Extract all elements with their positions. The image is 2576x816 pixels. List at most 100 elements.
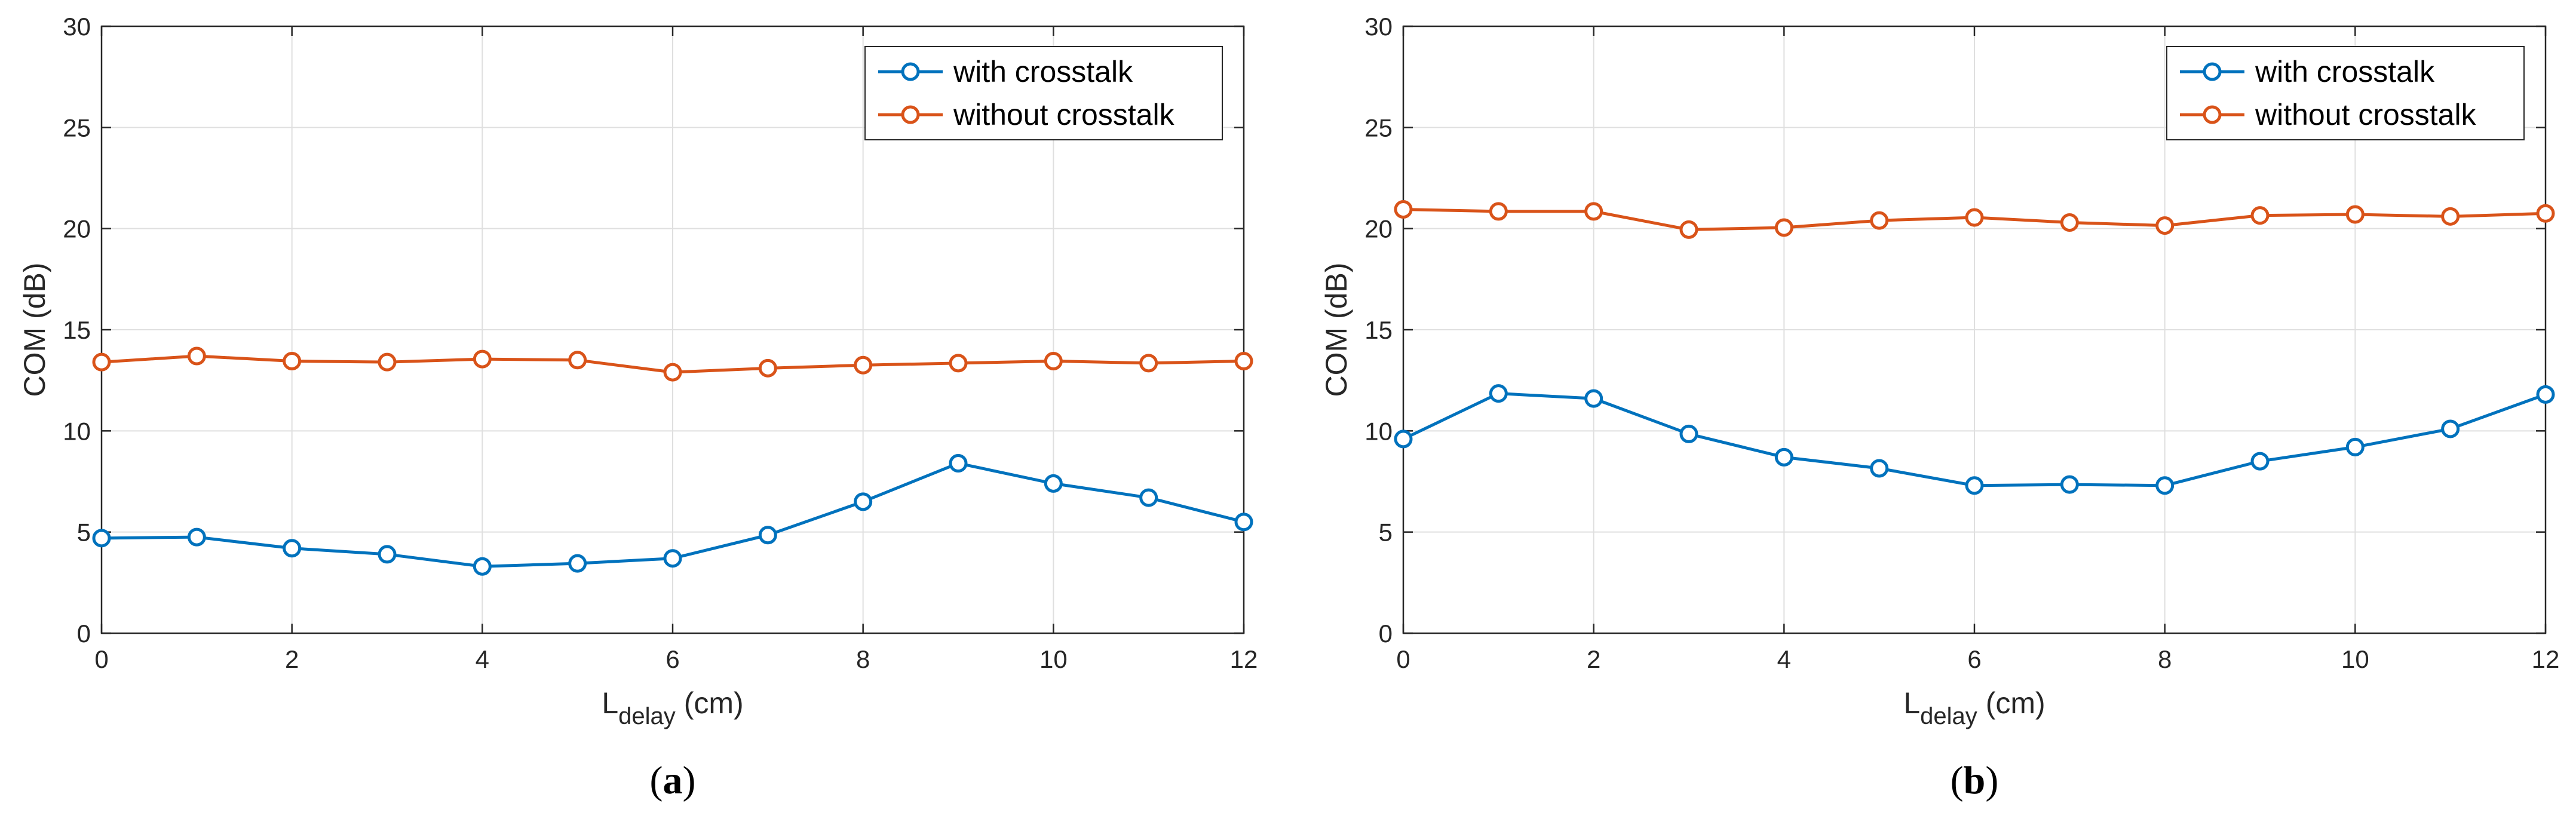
x-tick-label: 12	[2532, 645, 2560, 673]
y-axis-label: COM (dB)	[1320, 263, 1353, 397]
data-point	[283, 351, 302, 370]
x-axis-label-subscript: delay	[618, 703, 676, 729]
legend: with crosstalk without crosstalk	[864, 46, 1223, 140]
data-point	[2345, 437, 2365, 456]
data-point	[2536, 385, 2555, 404]
y-tick-label: 10	[63, 417, 91, 445]
data-point	[2441, 207, 2460, 226]
chart-panel-a: 0 2 4 6 8 10 12 0 5 10 15 20 25 30 COM (dB) Ldelay (cm)…	[18, 13, 1258, 802]
data-point	[473, 349, 492, 369]
x-axis-label-unit: (cm)	[676, 686, 744, 720]
data-point	[1044, 351, 1063, 370]
legend-item: without crosstalk	[878, 98, 1175, 131]
data-point	[568, 351, 587, 370]
series-with-crosstalk	[1394, 384, 2555, 495]
data-point	[2060, 475, 2079, 494]
x-tick-label: 0	[1396, 645, 1410, 673]
x-axis-label-main: L	[1903, 686, 1920, 720]
data-point	[1234, 513, 1253, 532]
legend-marker	[2203, 62, 2222, 81]
data-point	[663, 549, 682, 568]
legend: with crosstalk without crosstalk	[2166, 46, 2525, 140]
data-point	[378, 545, 397, 564]
data-point	[473, 557, 492, 576]
data-point	[1139, 354, 1158, 373]
data-point	[949, 454, 968, 473]
data-point	[854, 492, 873, 511]
x-axis-label-unit: (cm)	[1977, 686, 2046, 720]
legend-label: without crosstalk	[953, 98, 1175, 131]
x-axis-label: Ldelay (cm)	[1903, 686, 2045, 729]
data-point	[2345, 205, 2365, 224]
data-point	[1394, 200, 1413, 219]
legend-marker	[901, 105, 920, 124]
x-axis-label-subscript: delay	[1920, 703, 1977, 729]
data-point	[283, 539, 302, 558]
x-tick-label: 4	[476, 645, 489, 673]
x-axis-label: Ldelay (cm)	[602, 686, 743, 729]
x-tick-label: 0	[94, 645, 108, 673]
y-tick-label: 15	[1364, 316, 1393, 344]
y-tick-label: 30	[1364, 13, 1393, 41]
data-point	[758, 526, 777, 545]
legend-marker	[901, 62, 920, 81]
data-point	[1394, 430, 1413, 449]
data-point	[2155, 476, 2175, 495]
data-point	[1870, 211, 1889, 230]
legend-label: without crosstalk	[2255, 98, 2477, 131]
legend-label: with crosstalk	[953, 55, 1133, 88]
data-point	[187, 527, 206, 547]
data-point	[1044, 474, 1063, 493]
data-point	[1870, 459, 1889, 478]
series-with-crosstalk	[92, 454, 1253, 576]
data-point	[2536, 204, 2555, 223]
panel-caption-letter: b	[1964, 759, 1986, 802]
x-tick-label: 12	[1230, 645, 1258, 673]
legend-box	[2166, 46, 2525, 140]
data-point	[1965, 208, 1984, 227]
data-point	[1489, 202, 1508, 221]
x-axis-label-main: L	[602, 686, 618, 720]
series-without-crosstalk	[1394, 200, 2555, 239]
x-tick-label: 6	[1967, 645, 1981, 673]
chart-panel-b: 0 2 4 6 8 10 12 0 5 10 15 20 25 30 COM (dB) Ldelay (cm)…	[1320, 13, 2559, 802]
legend-item: without crosstalk	[2180, 98, 2477, 131]
data-point	[1584, 202, 1603, 221]
panel-caption: (b)	[1951, 759, 1999, 802]
x-tick-label: 8	[2158, 645, 2172, 673]
x-tick-label: 6	[666, 645, 679, 673]
x-tick-label: 10	[1039, 645, 1068, 673]
data-point	[92, 352, 111, 372]
data-point	[1584, 389, 1603, 408]
x-tick-label: 2	[1587, 645, 1600, 673]
data-point	[1489, 384, 1508, 403]
series-without-crosstalk	[92, 346, 1253, 382]
data-point	[2155, 216, 2175, 235]
data-point	[1679, 220, 1698, 239]
data-point	[758, 358, 777, 378]
data-point	[187, 346, 206, 366]
legend-item: with crosstalk	[2180, 55, 2435, 88]
y-tick-label: 0	[1379, 619, 1393, 648]
y-tick-label: 15	[63, 316, 91, 344]
data-point	[949, 354, 968, 373]
data-point	[2060, 213, 2079, 232]
legend-label: with crosstalk	[2255, 55, 2435, 88]
data-point	[854, 355, 873, 375]
data-point	[378, 352, 397, 372]
panel-caption-letter: a	[663, 759, 683, 802]
data-point	[568, 554, 587, 573]
data-point	[1965, 476, 1984, 495]
y-tick-label: 20	[1364, 215, 1393, 243]
y-tick-label: 5	[1379, 519, 1393, 547]
data-point	[92, 529, 111, 548]
data-point	[1774, 447, 1793, 467]
x-tick-label: 2	[285, 645, 299, 673]
x-tick-label: 4	[1777, 645, 1791, 673]
x-tick-label: 10	[2341, 645, 2369, 673]
y-tick-label: 30	[63, 13, 91, 41]
data-point	[2250, 206, 2270, 225]
data-point	[1234, 351, 1253, 370]
data-point	[2250, 452, 2270, 471]
